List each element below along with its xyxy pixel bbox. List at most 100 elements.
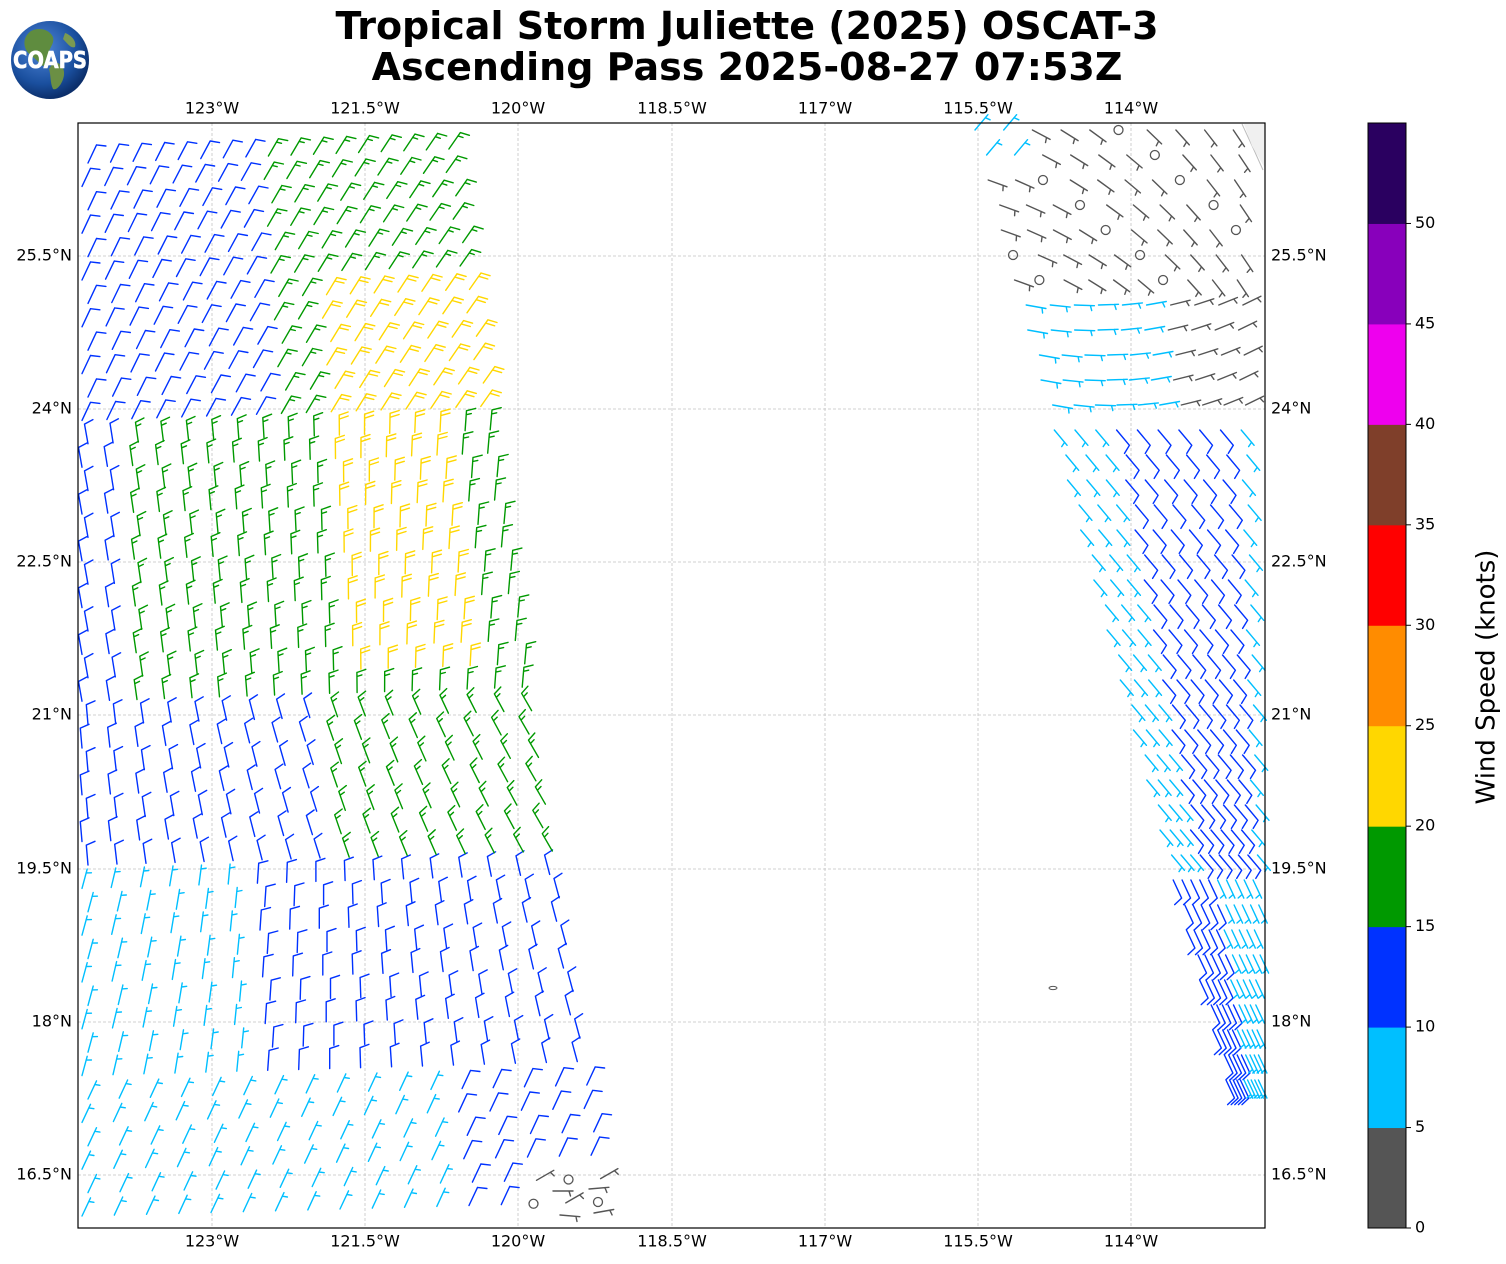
colorbar-segment — [1368, 323, 1406, 425]
wind-barb — [1179, 804, 1194, 823]
wind-barb — [312, 482, 324, 507]
wind-barb — [375, 345, 397, 364]
wind-barb — [382, 597, 394, 623]
wind-barb — [354, 322, 376, 342]
wind-barb — [144, 1101, 158, 1122]
wind-barb — [211, 415, 222, 441]
wind-barb — [1217, 604, 1233, 630]
wind-barb — [1171, 729, 1186, 755]
wind-barb — [221, 695, 231, 721]
wind-barb — [294, 506, 305, 532]
wind-barb — [187, 462, 198, 488]
wind-barb — [139, 866, 150, 888]
wind-barb — [1013, 139, 1031, 156]
wind-barb — [130, 487, 140, 513]
wind-barb — [113, 745, 124, 772]
wind-barb — [1179, 554, 1194, 580]
wind-barb — [1144, 754, 1159, 773]
wind-barb — [77, 582, 88, 609]
wind-barb — [156, 399, 176, 419]
wind-barb — [1175, 349, 1197, 357]
wind-barb — [318, 904, 329, 929]
lon-label: 123°W — [185, 99, 240, 118]
wind-barb — [81, 214, 101, 234]
wind-barb — [480, 389, 502, 408]
wind-barb — [1199, 429, 1214, 455]
wind-barb — [351, 551, 362, 577]
wind-barb — [360, 645, 371, 670]
wind-barb — [500, 524, 514, 548]
wind-barb — [172, 164, 193, 184]
wind-barb — [239, 461, 250, 487]
wind-barb — [187, 626, 198, 652]
wind-barb — [1244, 1004, 1254, 1024]
wind-barb — [382, 204, 405, 223]
wind-barb — [166, 650, 177, 676]
wind-barb — [103, 488, 114, 514]
wind-barb — [468, 272, 491, 291]
wind-barb — [81, 962, 93, 983]
wind-barb — [1221, 654, 1237, 680]
wind-barb — [375, 1165, 389, 1186]
wind-barb — [456, 828, 466, 855]
wind-barb — [181, 398, 201, 418]
wind-barb — [458, 852, 468, 878]
wind-barb — [280, 395, 302, 415]
wind-barb — [1070, 154, 1089, 170]
wind-barb — [178, 1194, 192, 1215]
wind-barb — [228, 835, 238, 862]
wind-barb — [179, 1029, 189, 1051]
wind-barb — [294, 254, 315, 273]
wind-barb — [77, 442, 88, 468]
wind-barb — [369, 527, 381, 552]
wind-barb — [1236, 979, 1247, 999]
wind-barb — [1207, 654, 1222, 680]
wind-barb — [363, 1095, 378, 1116]
wind-barb — [405, 901, 416, 927]
wind-barb — [436, 711, 446, 738]
wind-barb — [343, 1166, 357, 1187]
wind-barb — [1199, 629, 1214, 655]
wind-barb — [543, 849, 554, 876]
wind-barb — [192, 813, 203, 839]
wind-barb — [513, 1014, 524, 1041]
wind-barb — [414, 643, 426, 668]
wind-barb — [364, 480, 376, 506]
wind-barb — [1243, 879, 1254, 899]
colorbar-tick-label: 30 — [1415, 615, 1435, 634]
wind-barb — [409, 597, 421, 622]
wind-barb — [529, 1114, 549, 1135]
wind-barb — [85, 793, 96, 819]
wind-barb — [206, 1100, 221, 1120]
wind-barb — [371, 1119, 386, 1139]
wind-barb — [296, 929, 308, 954]
wind-barb — [112, 699, 123, 725]
wind-barb — [439, 687, 450, 714]
wind-barb — [1025, 204, 1046, 218]
wind-barb — [340, 182, 362, 201]
wind-barb — [236, 933, 245, 955]
wind-barb — [381, 713, 390, 740]
wind-barb — [330, 393, 352, 413]
wind-barb — [77, 489, 88, 515]
wind-barb — [1179, 829, 1194, 848]
wind-barb — [403, 1188, 418, 1208]
wind-barb — [395, 526, 407, 551]
wind-barb — [79, 817, 90, 843]
wind-barb — [1212, 1029, 1222, 1056]
wind-barb — [1228, 1079, 1239, 1106]
wind-barb — [1180, 399, 1202, 407]
wind-barb — [1218, 296, 1239, 306]
wind-barb — [445, 455, 457, 480]
wind-barb — [292, 952, 304, 977]
wind-barb — [105, 628, 115, 655]
wind-barb — [81, 1055, 93, 1077]
wind-barb — [186, 375, 207, 395]
wind-barb — [1126, 154, 1143, 171]
wind-barb — [448, 970, 459, 996]
wind-barb — [297, 623, 308, 649]
wind-barb — [541, 825, 553, 852]
wind-barb — [177, 304, 198, 324]
wind-barb — [489, 407, 502, 431]
wind-barb — [262, 413, 273, 439]
